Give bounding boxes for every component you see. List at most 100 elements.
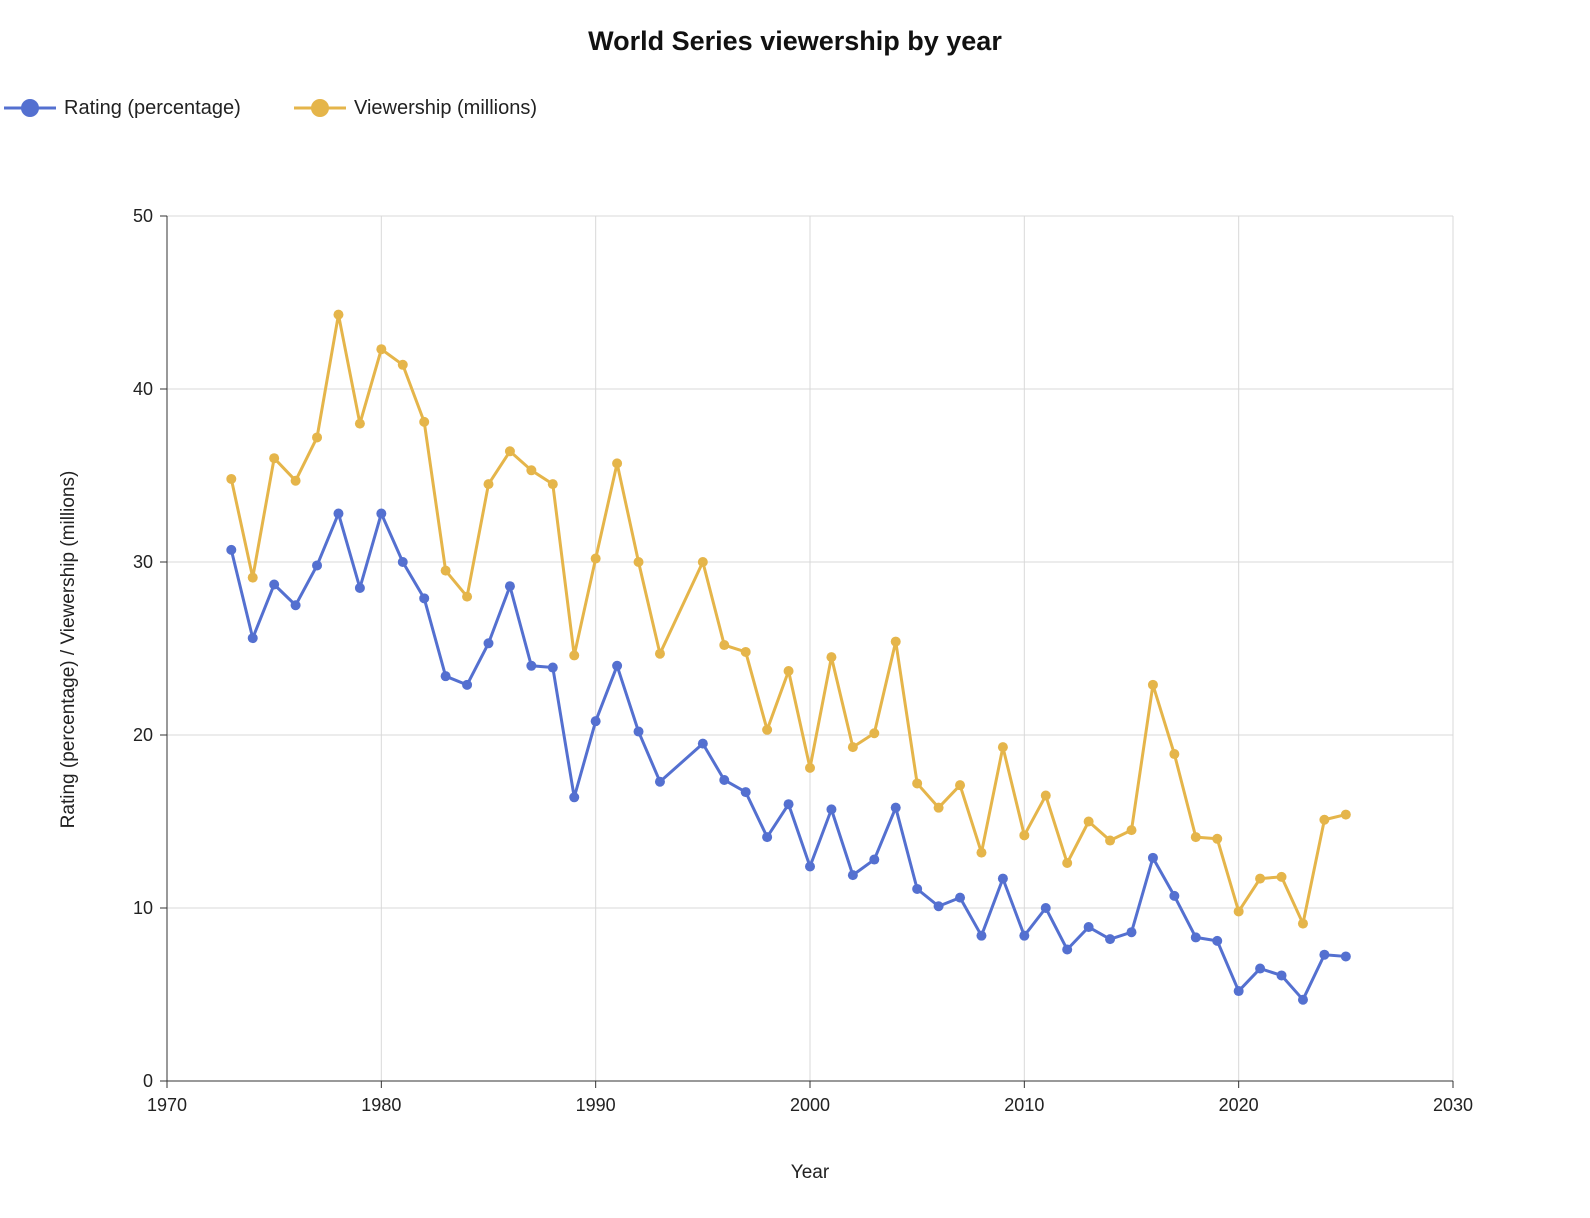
data-point-0 bbox=[440, 671, 451, 682]
x-tick-label: 1980 bbox=[361, 1095, 401, 1115]
data-point-0 bbox=[1105, 934, 1116, 945]
data-point-1 bbox=[504, 446, 515, 457]
x-tick-label: 2020 bbox=[1219, 1095, 1259, 1115]
data-point-0 bbox=[354, 582, 365, 593]
data-point-0 bbox=[1212, 935, 1223, 946]
legend-item-rating[interactable]: Rating (percentage) bbox=[4, 96, 241, 120]
data-point-1 bbox=[762, 724, 773, 735]
data-point-0 bbox=[547, 662, 558, 673]
data-point-1 bbox=[1255, 873, 1266, 884]
data-point-1 bbox=[247, 572, 258, 583]
data-point-1 bbox=[654, 648, 665, 659]
data-point-1 bbox=[462, 591, 473, 602]
data-point-1 bbox=[419, 416, 430, 427]
data-point-0 bbox=[1233, 986, 1244, 997]
data-point-0 bbox=[569, 792, 580, 803]
legend-rating-label: Rating (percentage) bbox=[64, 96, 241, 119]
y-tick-label: 50 bbox=[133, 206, 153, 226]
x-tick-label: 1970 bbox=[147, 1095, 187, 1115]
data-point-0 bbox=[697, 738, 708, 749]
data-point-1 bbox=[312, 432, 323, 443]
y-tick-label: 10 bbox=[133, 898, 153, 918]
data-point-1 bbox=[269, 453, 280, 464]
data-point-0 bbox=[933, 901, 944, 912]
data-point-0 bbox=[333, 508, 344, 519]
data-point-0 bbox=[247, 633, 258, 644]
data-point-1 bbox=[226, 473, 237, 484]
data-point-1 bbox=[569, 650, 580, 661]
data-point-1 bbox=[547, 479, 558, 490]
series-line-0 bbox=[229, 512, 1346, 1002]
data-point-1 bbox=[1340, 809, 1351, 820]
y-axis-label: Rating (percentage) / Viewership (millio… bbox=[58, 471, 79, 829]
x-tick-label: 2030 bbox=[1433, 1095, 1473, 1115]
legend-rating-marker-icon bbox=[4, 99, 56, 117]
data-point-0 bbox=[740, 787, 751, 798]
data-point-1 bbox=[633, 557, 644, 567]
data-point-1 bbox=[847, 742, 858, 753]
data-point-0 bbox=[719, 774, 730, 785]
data-point-1 bbox=[1147, 679, 1158, 690]
legend-viewership-label: Viewership (millions) bbox=[354, 96, 538, 119]
data-point-1 bbox=[376, 344, 387, 355]
data-point-0 bbox=[1319, 949, 1330, 960]
data-point-1 bbox=[805, 762, 815, 773]
data-point-1 bbox=[869, 728, 880, 739]
data-point-1 bbox=[1212, 833, 1223, 844]
data-point-1 bbox=[955, 780, 966, 791]
data-point-1 bbox=[397, 359, 408, 370]
chart-title: World Series viewership by year bbox=[588, 26, 1002, 56]
legend-item-viewership[interactable]: Viewership (millions) bbox=[294, 96, 537, 120]
data-point-1 bbox=[1083, 816, 1094, 827]
data-point-0 bbox=[590, 716, 601, 727]
data-point-0 bbox=[612, 660, 623, 671]
series-line-1 bbox=[229, 313, 1347, 926]
data-point-0 bbox=[955, 892, 966, 903]
data-point-0 bbox=[397, 557, 408, 567]
data-point-0 bbox=[1040, 903, 1051, 913]
data-point-1 bbox=[912, 778, 923, 789]
data-point-1 bbox=[719, 640, 730, 651]
data-point-1 bbox=[997, 742, 1008, 753]
y-tick-label: 40 bbox=[133, 379, 153, 399]
data-point-0 bbox=[654, 776, 665, 787]
data-point-0 bbox=[376, 508, 387, 519]
data-point-0 bbox=[783, 799, 794, 810]
data-point-1 bbox=[1126, 825, 1137, 836]
data-point-0 bbox=[890, 802, 901, 813]
data-point-1 bbox=[783, 665, 794, 676]
data-point-0 bbox=[1147, 852, 1158, 863]
data-point-1 bbox=[826, 652, 837, 663]
y-tick-label: 30 bbox=[133, 552, 153, 572]
data-point-0 bbox=[462, 679, 473, 690]
data-point-1 bbox=[1233, 906, 1244, 917]
data-point-0 bbox=[847, 870, 858, 881]
data-point-1 bbox=[1062, 858, 1073, 869]
data-point-0 bbox=[997, 873, 1008, 884]
data-point-1 bbox=[697, 557, 708, 567]
data-point-1 bbox=[1105, 835, 1116, 846]
data-point-1 bbox=[354, 418, 365, 429]
data-point-0 bbox=[419, 593, 430, 604]
data-point-1 bbox=[1297, 918, 1308, 929]
data-point-0 bbox=[912, 883, 923, 894]
data-point-1 bbox=[1190, 832, 1201, 843]
data-point-0 bbox=[269, 579, 280, 590]
x-tick-label: 2010 bbox=[1004, 1095, 1044, 1115]
data-point-1 bbox=[1040, 790, 1051, 801]
x-tick-label: 1990 bbox=[576, 1095, 616, 1115]
data-point-0 bbox=[1255, 963, 1266, 974]
data-point-0 bbox=[1083, 922, 1094, 933]
data-point-1 bbox=[1319, 814, 1330, 825]
data-point-0 bbox=[1190, 932, 1201, 943]
x-axis-label: Year bbox=[791, 1162, 830, 1183]
data-point-0 bbox=[762, 832, 773, 843]
data-point-0 bbox=[312, 560, 323, 571]
data-point-0 bbox=[483, 638, 494, 649]
data-point-1 bbox=[333, 309, 344, 320]
data-point-0 bbox=[805, 861, 815, 872]
data-point-1 bbox=[483, 479, 494, 490]
data-point-0 bbox=[226, 544, 237, 555]
data-point-1 bbox=[590, 553, 601, 564]
data-point-0 bbox=[1062, 944, 1073, 955]
